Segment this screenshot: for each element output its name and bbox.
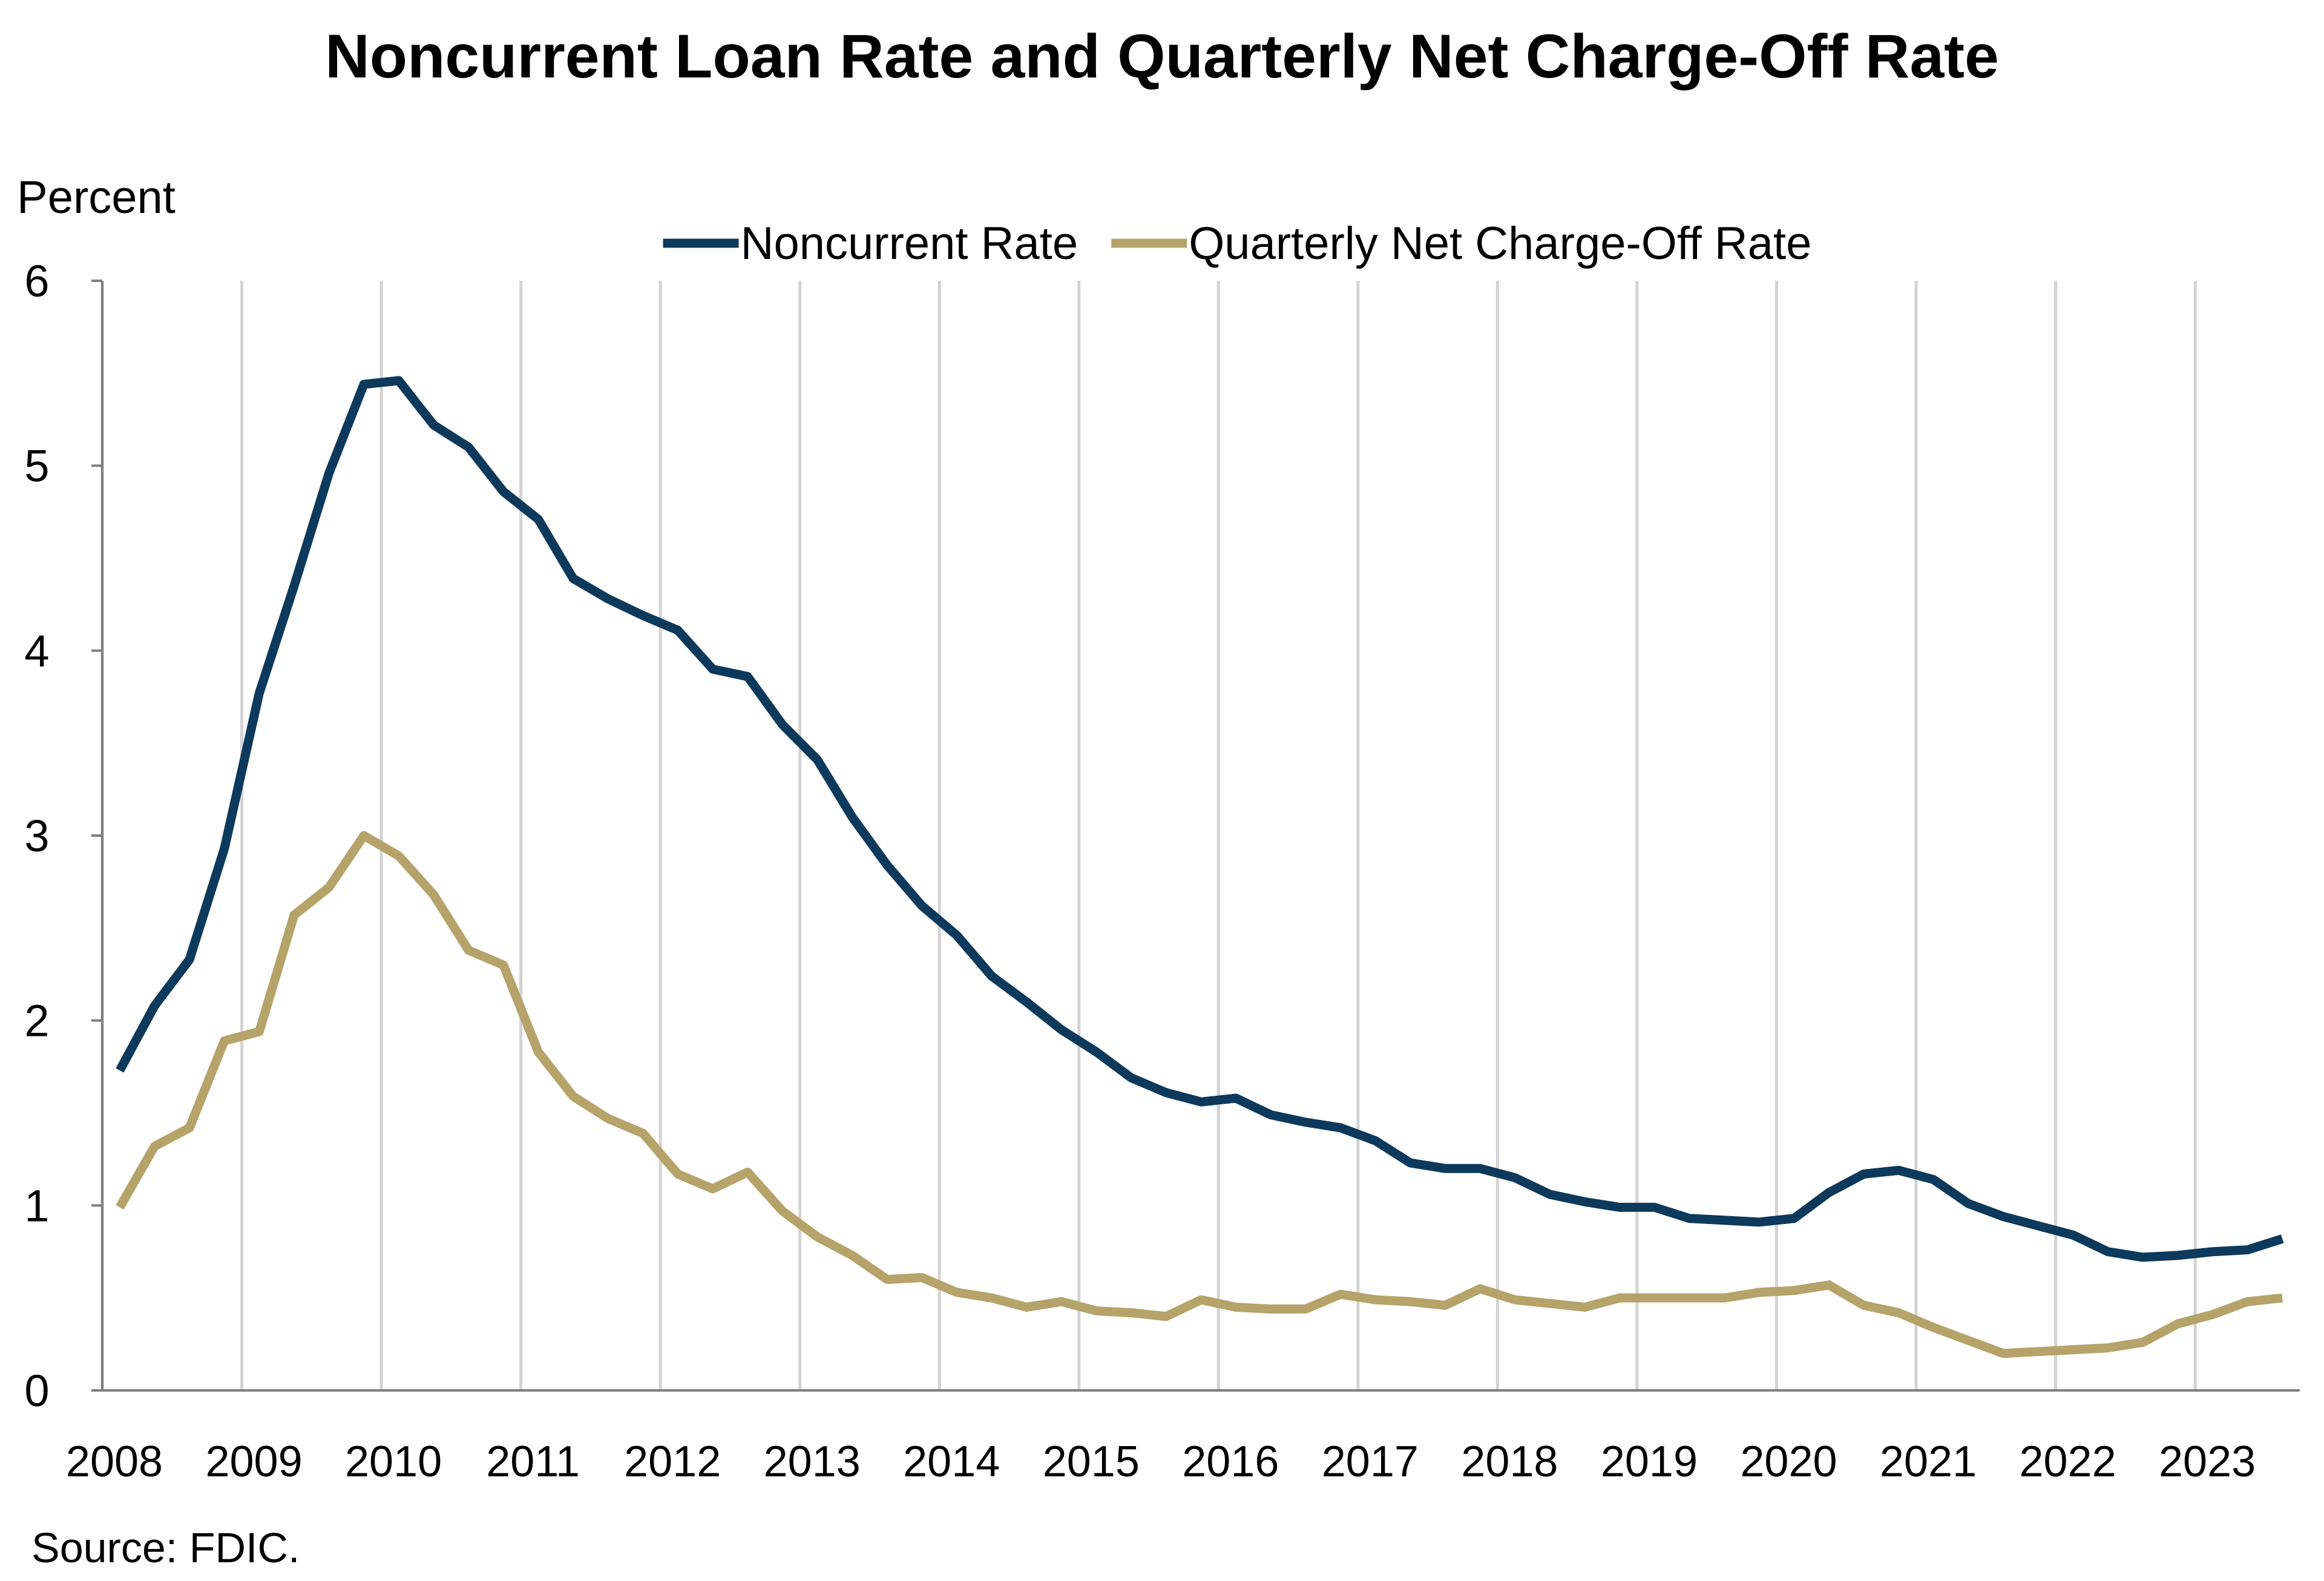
x-tick-label: 2017: [1322, 1438, 1419, 1486]
x-tick-label: 2008: [66, 1438, 163, 1486]
x-tick-label: 2019: [1601, 1438, 1698, 1486]
x-tick-label: 2018: [1461, 1438, 1558, 1486]
y-tick-label: 3: [24, 811, 49, 861]
y-axis-label: Percent: [17, 172, 176, 223]
x-tick-label: 2020: [1740, 1438, 1837, 1486]
chart-title: Noncurrent Loan Rate and Quarterly Net C…: [325, 22, 1999, 91]
source-note: Source: FDIC.: [31, 1524, 300, 1571]
x-tick-label: 2009: [205, 1438, 302, 1486]
series-line: [116, 831, 2283, 1358]
y-tick-label: 1: [24, 1180, 49, 1231]
y-tick-label: 5: [24, 441, 49, 491]
x-tick-label: 2015: [1043, 1438, 1140, 1486]
x-tick-label: 2014: [903, 1438, 1000, 1486]
x-tick-label: 2021: [1880, 1438, 1977, 1486]
x-tick-label: 2023: [2159, 1438, 2256, 1486]
y-tick-label: 0: [24, 1366, 49, 1416]
y-tick-label: 6: [24, 256, 49, 306]
legend-label: Quarterly Net Charge-Off Rate: [1189, 218, 1811, 269]
legend: Noncurrent Rate Quarterly Net Charge-Off …: [663, 218, 1811, 269]
y-tick-label: 2: [24, 996, 49, 1046]
x-tick-label: 2016: [1182, 1438, 1279, 1486]
x-tick-label: 2012: [624, 1438, 721, 1486]
x-tick-label: 2013: [764, 1438, 861, 1486]
x-tick-label: 2010: [345, 1438, 442, 1486]
series-line: [116, 376, 2284, 1262]
y-tick-label: 4: [24, 626, 49, 676]
x-tick-label: 2011: [486, 1438, 580, 1486]
legend-label: Noncurrent Rate: [741, 218, 1078, 269]
x-tick-label: 2022: [2019, 1438, 2116, 1486]
